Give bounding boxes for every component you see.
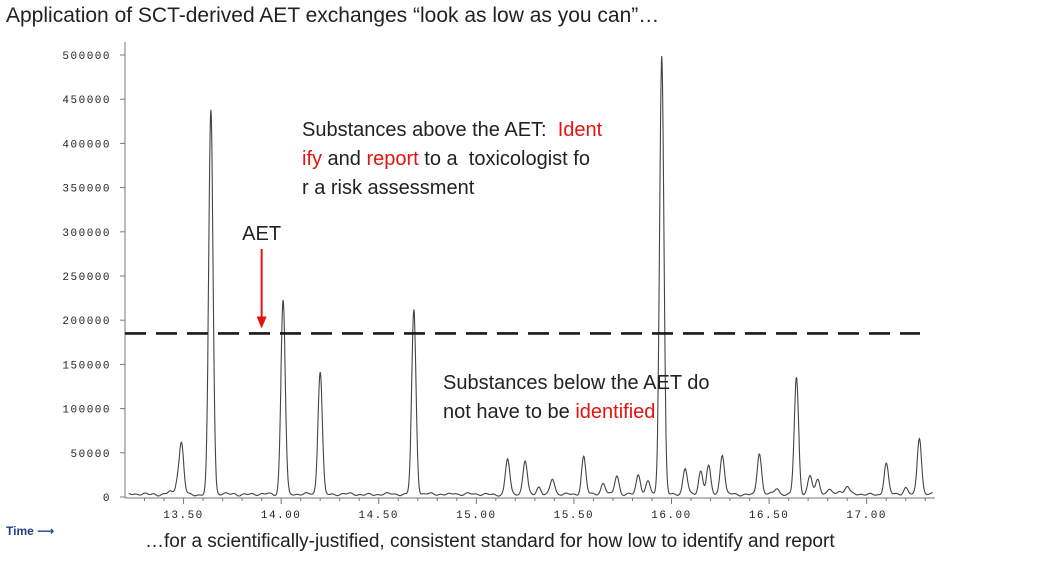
x-tick-label: 14.00 [261, 510, 302, 522]
y-tick-label: 450000 [62, 95, 111, 107]
annotation-above-aet: Substances above the AET: Ident ify and r… [302, 119, 603, 199]
annotation-text: not have to be [443, 401, 575, 423]
y-tick-label: 250000 [62, 272, 111, 284]
aet-arrow-head [256, 316, 267, 329]
annotation-highlight-text: identified [575, 401, 655, 423]
y-tick-label: 300000 [62, 228, 111, 240]
slide-footer: …for a scientifically-justified, consist… [145, 531, 835, 552]
y-tick-label: 350000 [62, 184, 111, 196]
y-tick-label: 500000 [62, 51, 111, 63]
x-tick-label: 15.50 [554, 510, 595, 522]
annotation-highlight-text: ify [302, 148, 322, 170]
annotation-highlight-text: report [366, 148, 419, 170]
annotation-text: r a risk assessment [302, 177, 475, 199]
y-tick-label: 50000 [70, 449, 111, 461]
y-tick-label: 400000 [62, 139, 111, 151]
annotation-text: to a toxicologist fo [419, 148, 590, 170]
slide-title: Application of SCT-derived AET exchanges… [6, 4, 660, 27]
y-tick-label: 0 [103, 493, 111, 505]
annotation-text: and [322, 148, 366, 170]
annotation-highlight-text: Ident [558, 119, 603, 141]
time-axis-label: Time ⟶ [6, 524, 54, 538]
x-tick-label: 16.00 [651, 510, 692, 522]
arrow-right-icon: ⟶ [37, 524, 55, 538]
chart-marks [125, 56, 933, 497]
x-tick-label: 15.00 [456, 510, 497, 522]
chart-annotations: AET Substances above the AET: Ident ify an… [242, 119, 709, 423]
chart-axes: 0 50000 100000 150000 200000 250000 300000 3500… [62, 42, 935, 522]
x-tick-label: 13.50 [163, 510, 204, 522]
time-axis-text: Time [6, 524, 34, 538]
chromatogram-trace [128, 56, 933, 497]
y-tick-label: 100000 [62, 405, 111, 417]
x-tick-label: 16.50 [749, 510, 790, 522]
aet-label: AET [242, 223, 281, 245]
annotation-text: Substances below the AET do [443, 372, 709, 394]
x-tick-label: 17.00 [846, 510, 887, 522]
y-tick-label: 200000 [62, 316, 111, 328]
y-tick-label: 150000 [62, 360, 111, 372]
x-tick-label: 14.50 [358, 510, 399, 522]
annotation-text: Substances above the AET: [302, 119, 558, 141]
annotation-below-aet: Substances below the AET do not have to b… [443, 372, 709, 423]
